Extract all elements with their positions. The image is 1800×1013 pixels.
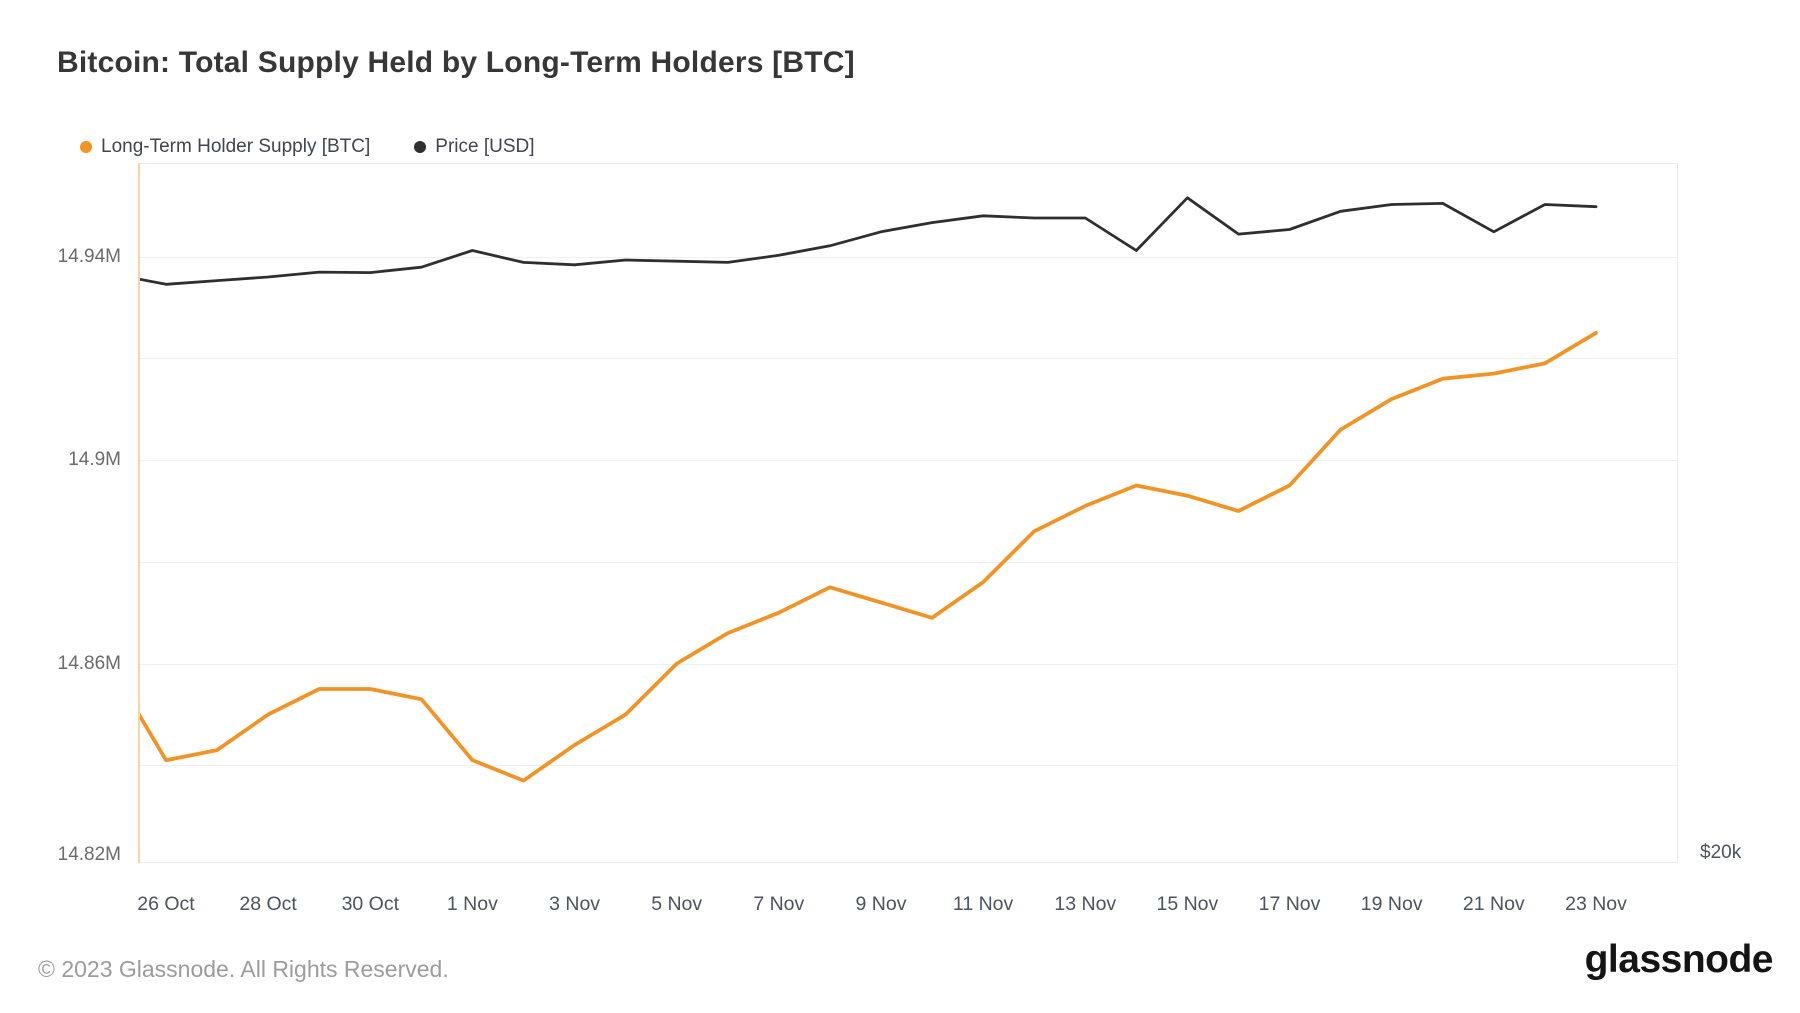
plot-area[interactable] [138, 163, 1678, 863]
x-tick-label: 17 Nov [1258, 893, 1321, 915]
legend-item-supply[interactable]: Long-Term Holder Supply [BTC] [80, 136, 370, 158]
supply-line[interactable] [115, 330, 1598, 783]
gridline [139, 765, 1677, 767]
legend-item-price[interactable]: Price [USD] [414, 136, 535, 158]
price-series-dot-icon [414, 141, 427, 153]
x-tick-label: 9 Nov [855, 893, 907, 915]
x-tick-label: 30 Oct [341, 893, 400, 915]
gridline [139, 358, 1677, 360]
y-tick-label: 14.9M [68, 449, 121, 471]
price-line[interactable] [115, 196, 1598, 286]
x-tick-label: 19 Nov [1360, 893, 1423, 915]
glassnode-logo[interactable]: glassnode [1584, 938, 1774, 981]
chart-legend: Long-Term Holder Supply [BTC] Price [USD… [80, 136, 535, 158]
x-tick-label: 1 Nov [446, 893, 498, 915]
x-tick-label: 26 Oct [137, 893, 195, 915]
y-tick-label: 14.86M [57, 652, 121, 674]
right-axis-tick-label: $20k [1700, 842, 1742, 863]
page-title: Bitcoin: Total Supply Held by Long-Term … [57, 46, 855, 79]
y-tick-label: 14.82M [57, 844, 121, 865]
copyright-text: © 2023 Glassnode. All Rights Reserved. [38, 956, 449, 982]
gridline [139, 460, 1677, 462]
x-tick-label: 3 Nov [549, 893, 601, 915]
y-tick-label: 14.94M [57, 245, 121, 267]
x-tick-label: 23 Nov [1565, 893, 1627, 915]
gridline [139, 256, 1677, 258]
x-tick-label: 11 Nov [952, 893, 1014, 915]
x-tick-label: 21 Nov [1462, 893, 1525, 915]
x-tick-label: 5 Nov [651, 893, 703, 915]
gridline [139, 561, 1677, 563]
gridline [139, 663, 1677, 665]
legend-item-label: Long-Term Holder Supply [BTC] [101, 136, 371, 157]
x-tick-label: 28 Oct [239, 893, 297, 915]
legend-item-label: Price [USD] [435, 136, 535, 157]
x-tick-label: 13 Nov [1054, 893, 1117, 915]
supply-series-dot-icon [80, 141, 92, 153]
left-axis-line [138, 163, 140, 863]
x-tick-label: 7 Nov [753, 893, 805, 915]
x-tick-label: 15 Nov [1156, 893, 1219, 915]
